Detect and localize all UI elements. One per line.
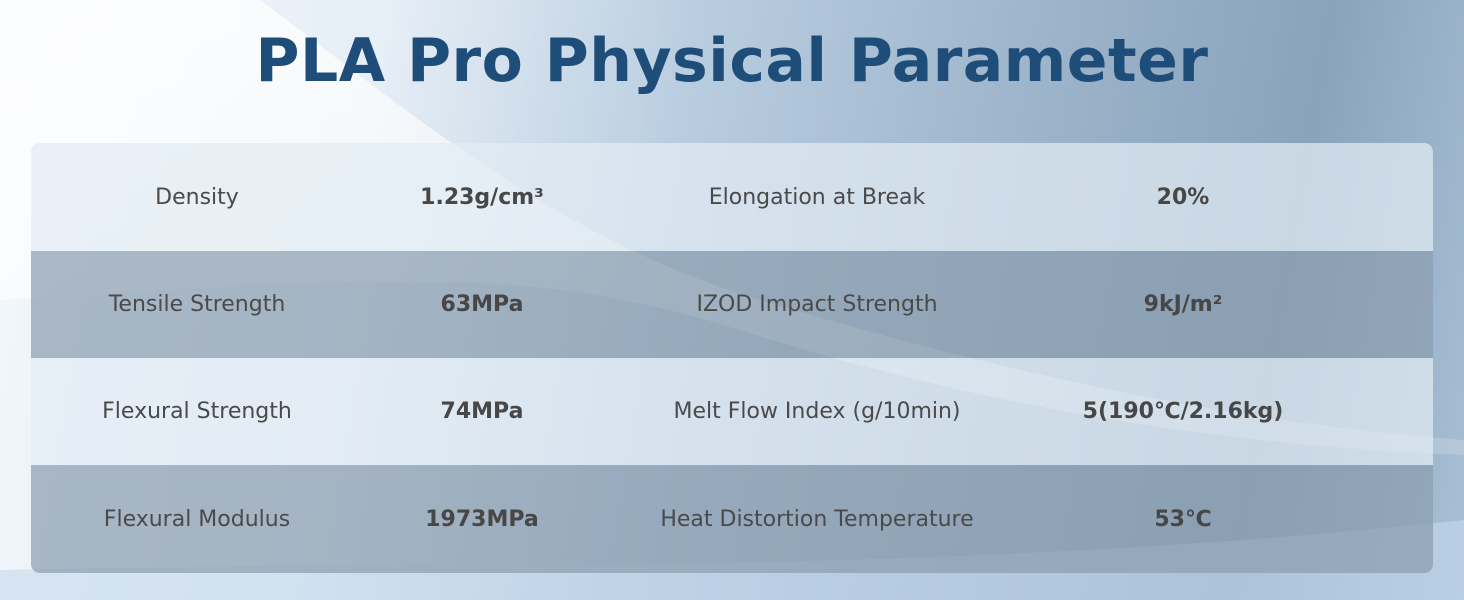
param-value: 1.23g/cm³ (420, 184, 544, 210)
param-value: 53℃ (1154, 506, 1212, 532)
param-value: 63MPa (440, 292, 524, 317)
param-label: IZOD Impact Strength (696, 292, 938, 317)
param-label: Elongation at Break (708, 184, 926, 210)
param-label: Tensile Strength (108, 292, 286, 317)
parameter-table: Density 1.23g/cm³ Elongation at Break 20… (31, 143, 1433, 573)
param-value: 74MPa (440, 399, 524, 424)
param-label: Density (155, 184, 239, 210)
page-title: PLA Pro Physical Parameter (255, 26, 1209, 96)
table-row: Tensile Strength 63MPa IZOD Impact Stren… (31, 251, 1433, 358)
param-value: 1973MPa (425, 506, 539, 532)
param-value: 20% (1156, 184, 1210, 210)
param-label: Flexural Modulus (103, 506, 291, 532)
param-value: 5(190℃/2.16kg) (1082, 399, 1284, 424)
param-label: Melt Flow Index (g/10min) (673, 399, 961, 424)
table-row: Flexural Strength 74MPa Melt Flow Index … (31, 358, 1433, 465)
param-label: Flexural Strength (102, 399, 292, 424)
table-row: Flexural Modulus 1973MPa Heat Distortion… (31, 465, 1433, 573)
param-value: 9kJ/m² (1143, 292, 1223, 317)
param-label: Heat Distortion Temperature (660, 506, 974, 532)
table-row: Density 1.23g/cm³ Elongation at Break 20… (31, 143, 1433, 251)
